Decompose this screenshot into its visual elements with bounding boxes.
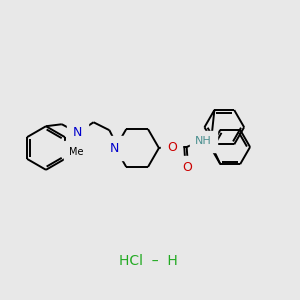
Text: NH: NH (195, 136, 212, 146)
Text: O: O (167, 140, 177, 154)
Text: Me: Me (69, 147, 84, 157)
Text: N: N (73, 126, 82, 139)
Text: N: N (110, 142, 119, 154)
Text: HCl  –  H: HCl – H (118, 254, 177, 268)
Text: O: O (183, 161, 193, 174)
